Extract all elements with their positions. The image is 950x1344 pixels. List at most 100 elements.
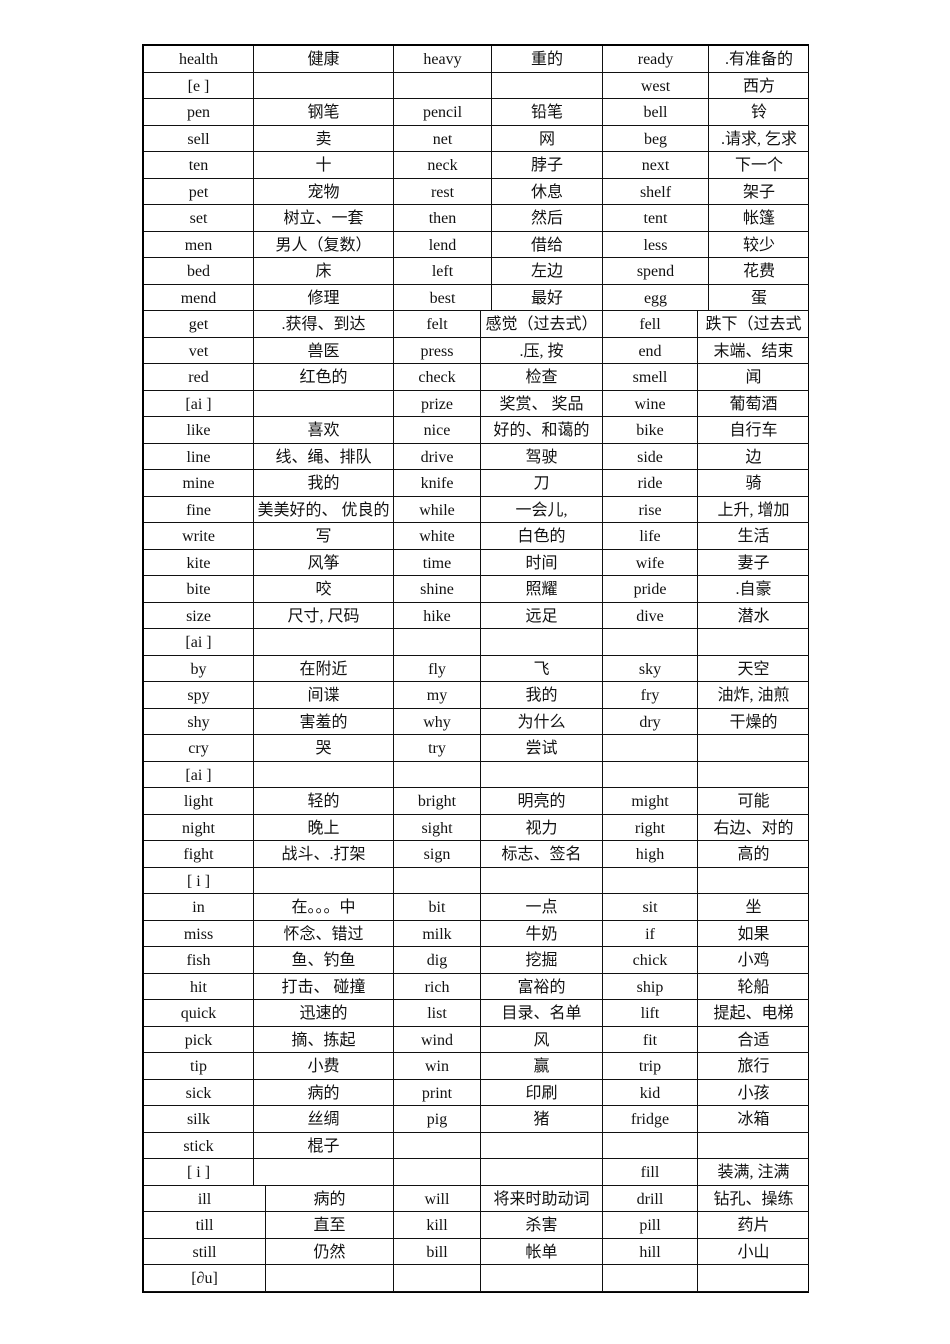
word-cell: wind (394, 1026, 481, 1053)
meaning-cell: .请求, 乞求 (709, 126, 809, 152)
meaning-cell: 卖 (254, 125, 394, 152)
word-cell: trip (603, 1053, 698, 1080)
meaning-cell (698, 629, 809, 656)
table-row: men 男人（复数） lend 借给 less 较少 (144, 231, 809, 259)
meaning-cell: 明亮的 (481, 788, 603, 815)
word-cell: prize (394, 390, 481, 417)
word-cell: ten (144, 152, 254, 179)
meaning-cell: 钻孔、操练 (698, 1186, 809, 1212)
meaning-cell: 兽医 (254, 337, 394, 364)
word-cell (394, 629, 481, 656)
meaning-cell (254, 867, 394, 894)
meaning-cell: 冰箱 (698, 1106, 809, 1133)
word-cell: will (394, 1185, 481, 1212)
meaning-cell: 富裕的 (481, 973, 603, 1000)
word-cell: tip (144, 1053, 254, 1080)
word-cell (394, 72, 492, 99)
word-cell: my (394, 682, 481, 709)
word-cell: night (144, 814, 254, 841)
meaning-cell: 跌下（过去式 (698, 311, 809, 338)
word-cell: white (394, 523, 481, 550)
meaning-cell: 花费 (709, 258, 809, 285)
meaning-cell: 宠物 (254, 178, 394, 205)
table-row: in 在。。。中 bit 一点 sit 坐 (144, 894, 809, 921)
word-cell: high (603, 841, 698, 868)
word-cell: in (144, 894, 254, 921)
table-row: miss 怀念、错过 milk 牛奶 if 如果 (144, 920, 809, 948)
word-cell: line (144, 443, 254, 470)
table-row: red 红色的 check 检查 smell 闻 (144, 364, 809, 391)
meaning-cell: 健康 (254, 46, 394, 73)
table-row: [ai ] (144, 629, 809, 656)
word-cell: fell (603, 311, 698, 338)
meaning-cell: 仍然 (266, 1238, 394, 1265)
table-row: set 树立、一套 then 然后 tent 帐篷 (144, 205, 809, 232)
meaning-cell: 钢笔 (254, 99, 394, 126)
table-row: fish 鱼、钓鱼 dig 挖掘 chick 小鸡 (144, 947, 809, 974)
word-cell: smell (603, 364, 698, 391)
table-row: get .获得、到达 felt 感觉（过去式） fell 跌下（过去式 (144, 311, 809, 338)
word-cell: neck (394, 152, 492, 179)
meaning-cell (492, 72, 603, 99)
meaning-cell: 较少 (709, 232, 809, 258)
word-cell: hill (603, 1238, 698, 1265)
meaning-cell: 感觉（过去式） (481, 311, 603, 338)
meaning-cell: 晚上 (254, 814, 394, 841)
word-cell: bed (144, 258, 254, 285)
word-cell: ride (603, 470, 698, 497)
word-cell: kite (144, 549, 254, 576)
word-cell: pencil (394, 99, 492, 126)
word-cell: till (144, 1212, 266, 1239)
word-cell: silk (144, 1106, 254, 1133)
word-cell (603, 735, 698, 762)
meaning-cell: 末端、结束 (698, 338, 809, 364)
vocabulary-table: health 健康 heavy 重的 ready .有准备的 [e ] west 西方 pen 钢笔… (142, 44, 809, 1293)
word-cell: drive (394, 443, 481, 470)
meaning-cell: 红色的 (254, 364, 394, 391)
word-cell: spy (144, 682, 254, 709)
table-row: mine 我的 knife 刀 ride 骑 (144, 470, 809, 497)
meaning-cell: 为什么 (481, 708, 603, 735)
meaning-cell: 迅速的 (254, 1000, 394, 1027)
meaning-cell: 装满, 注满 (698, 1159, 809, 1186)
word-cell: chick (603, 947, 698, 974)
meaning-cell: 轻的 (254, 788, 394, 815)
meaning-cell: 药片 (698, 1212, 809, 1239)
meaning-cell: 标志、签名 (481, 841, 603, 868)
word-cell (603, 761, 698, 788)
word-cell: red (144, 364, 254, 391)
meaning-cell: 闻 (698, 364, 809, 391)
meaning-cell: 好的、和蔼的 (481, 417, 603, 444)
word-cell: knife (394, 470, 481, 497)
table-row: fight 战斗、.打架 sign 标志、签名 high 高的 (144, 841, 809, 868)
table-row: by 在附近 fly 飞 sky 天空 (144, 655, 809, 683)
word-cell: rise (603, 496, 698, 523)
word-cell (394, 761, 481, 788)
word-cell: sick (144, 1079, 254, 1106)
meaning-cell: 尺寸, 尺码 (254, 602, 394, 629)
word-cell: life (603, 523, 698, 550)
meaning-cell (698, 762, 809, 788)
word-cell: health (144, 46, 254, 73)
meaning-cell: 轮船 (698, 974, 809, 1000)
meaning-cell: 奖赏、 奖品 (481, 390, 603, 417)
word-cell: mine (144, 470, 254, 497)
table-row: bed 床 left 左边 spend 花费 (144, 258, 809, 285)
meaning-cell: 刀 (481, 470, 603, 497)
meaning-cell: 驾驶 (481, 443, 603, 470)
word-cell: best (394, 284, 492, 311)
meaning-cell (698, 1133, 809, 1159)
meaning-cell: 哭 (254, 735, 394, 762)
meaning-cell: 在附近 (254, 655, 394, 682)
word-cell: by (144, 655, 254, 682)
meaning-cell: 猪 (481, 1106, 603, 1133)
word-cell: size (144, 602, 254, 629)
meaning-cell: 我的 (481, 682, 603, 709)
table-row: pick 摘、拣起 wind 风 fit 合适 (144, 1026, 809, 1054)
meaning-cell: 喜欢 (254, 417, 394, 444)
word-cell: ready (603, 46, 709, 73)
word-cell: rich (394, 973, 481, 1000)
meaning-cell: 在。。。中 (254, 894, 394, 921)
word-cell: get (144, 311, 254, 338)
meaning-cell: 尝试 (481, 735, 603, 762)
